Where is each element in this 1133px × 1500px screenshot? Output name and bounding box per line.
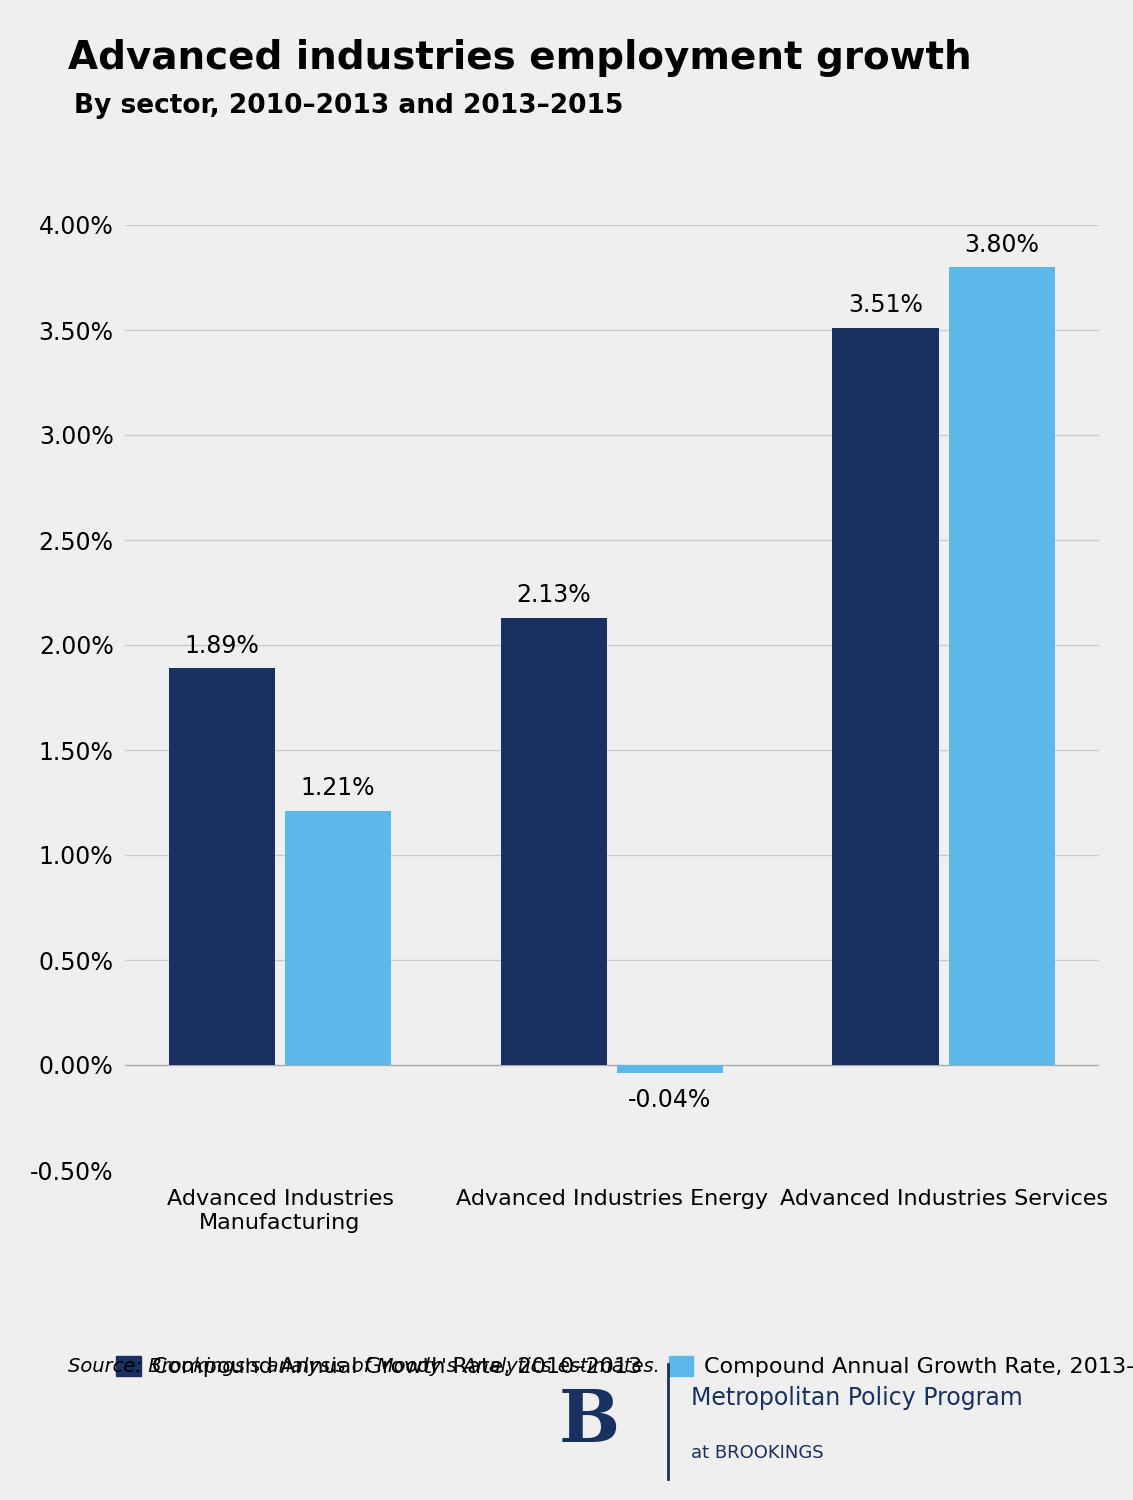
Bar: [833, 328, 938, 1065]
Text: Metropolitan Policy Program: Metropolitan Policy Program: [691, 1386, 1023, 1410]
Text: 2.13%: 2.13%: [517, 584, 591, 608]
Bar: [616, 1065, 723, 1074]
Bar: [501, 618, 607, 1065]
Text: 1.21%: 1.21%: [301, 777, 375, 801]
Text: -0.04%: -0.04%: [629, 1088, 712, 1112]
Text: 1.89%: 1.89%: [185, 633, 259, 657]
Text: By sector, 2010–2013 and 2013–2015: By sector, 2010–2013 and 2013–2015: [74, 93, 623, 118]
Text: Advanced industries employment growth: Advanced industries employment growth: [68, 39, 972, 76]
Text: Source: Brookings's analysis of Moody's Analytics estimates.: Source: Brookings's analysis of Moody's …: [68, 1358, 659, 1377]
Bar: [286, 812, 391, 1065]
Text: 3.80%: 3.80%: [964, 232, 1039, 256]
Legend: Compound Annual Growth Rate, 2010–2013, Compound Annual Growth Rate, 2013–2015: Compound Annual Growth Rate, 2010–2013, …: [117, 1356, 1133, 1377]
Bar: [169, 668, 275, 1065]
Text: at BROOKINGS: at BROOKINGS: [691, 1444, 824, 1462]
Text: 3.51%: 3.51%: [849, 294, 923, 318]
Bar: [948, 267, 1055, 1065]
Text: B: B: [559, 1386, 620, 1456]
